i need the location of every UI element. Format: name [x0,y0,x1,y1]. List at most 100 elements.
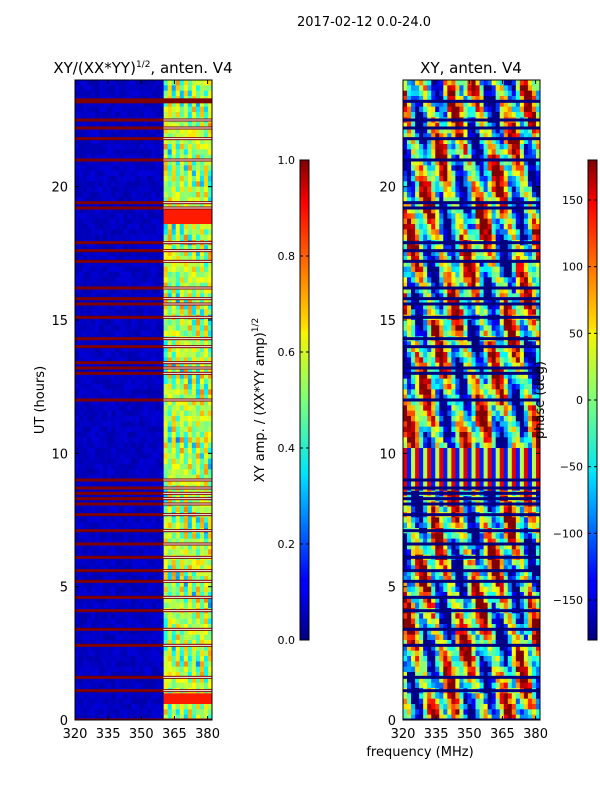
heatmap-cell [199,218,205,225]
heatmap-cell [167,266,173,273]
heatmap-cell [195,560,201,566]
heatmap-cell [415,197,420,204]
heatmap-cell [163,469,169,476]
heatmap-cell [79,410,84,417]
heatmap-cell [87,384,92,390]
heatmap-cell [503,170,509,177]
heatmap-cell [119,293,124,300]
heatmap-cell [207,453,212,460]
heatmap-cell [111,618,116,625]
heatmap-cell [483,154,489,161]
heatmap-cell [155,517,161,524]
heatmap-cell [95,522,100,529]
heatmap-cell [123,197,128,204]
heatmap-cell [135,154,140,161]
heatmap-cell [527,170,533,177]
heatmap-cell [139,437,144,444]
heatmap-cell [127,229,132,236]
heatmap-cell [147,384,152,390]
heatmap-cell [179,149,185,156]
heatmap-cell [103,245,108,252]
heatmap-cell [523,101,529,108]
heatmap-cell [115,138,120,145]
heatmap-cell [83,128,88,134]
heatmap-cell [155,650,161,657]
heatmap-cell [179,538,185,545]
heatmap-cell [155,565,161,572]
heatmap-cell [187,698,193,705]
heatmap-cell [95,213,100,220]
heatmap-cell [131,602,136,609]
heatmap-cell [199,229,205,236]
heatmap-cell [147,293,152,300]
heatmap-cell [519,165,525,172]
heatmap-cell [87,320,92,326]
heatmap-cell [487,165,493,172]
heatmap-cell [503,90,509,97]
heatmap-cell [119,602,124,609]
heatmap-cell [99,154,104,161]
heatmap-cell [103,202,108,209]
heatmap-cell [115,693,120,700]
heatmap-cell [515,176,521,182]
heatmap-cell [115,80,120,86]
heatmap-cell [527,112,533,118]
heatmap-cell [143,570,148,577]
heatmap-cell [135,709,140,716]
heatmap-cell [203,298,209,305]
heatmap-cell [467,176,472,182]
heatmap-cell [171,453,177,460]
heatmap-cell [183,234,189,241]
heatmap-cell [207,277,212,284]
heatmap-cell [107,666,112,673]
heatmap-cell [115,224,120,230]
heatmap-cell [143,560,148,566]
x-tick-label: 335 [96,727,121,742]
heatmap-cell [155,266,161,273]
heatmap-cell [151,661,156,668]
heatmap-cell [511,138,517,145]
heatmap-cell [411,128,416,134]
heatmap-cell [159,480,165,486]
heatmap-cell [123,517,128,524]
heatmap-cell [119,416,124,422]
heatmap-cell [155,394,161,401]
heatmap-cell [195,133,201,140]
heatmap-cell [111,453,116,460]
heatmap-cell [155,448,161,454]
heatmap-cell [83,458,88,465]
heatmap-cell [203,586,209,593]
heatmap-cell [195,618,201,625]
heatmap-cell [151,650,156,657]
heatmap-cell [163,602,169,609]
heatmap-cell [411,96,416,102]
heatmap-cell [171,661,177,668]
heatmap-cell [167,384,173,390]
heatmap-cell [175,234,181,241]
heatmap-cell [83,288,88,294]
heatmap-cell [195,517,201,524]
heatmap-cell [135,256,140,262]
heatmap-cell [191,192,197,198]
heatmap-cell [143,618,148,625]
heatmap-cell [119,176,124,182]
heatmap-cell [99,202,104,209]
heatmap-cell [171,597,177,604]
heatmap-cell [467,144,472,150]
heatmap-cell [139,597,144,604]
heatmap-cell [103,261,108,268]
heatmap-cell [107,629,112,636]
heatmap-cell [195,224,201,230]
heatmap-cell [179,618,185,625]
heatmap-cell [175,432,181,438]
heatmap-cell [115,165,120,172]
heatmap-cell [147,224,152,230]
y-tick-label: 15 [51,314,68,329]
heatmap-cell [183,565,189,572]
heatmap-cell [75,80,80,86]
heatmap-cell [103,565,108,572]
heatmap-cell [203,645,209,652]
heatmap-cell [115,448,120,454]
heatmap-cell [187,410,193,417]
heatmap-cell [151,629,156,636]
